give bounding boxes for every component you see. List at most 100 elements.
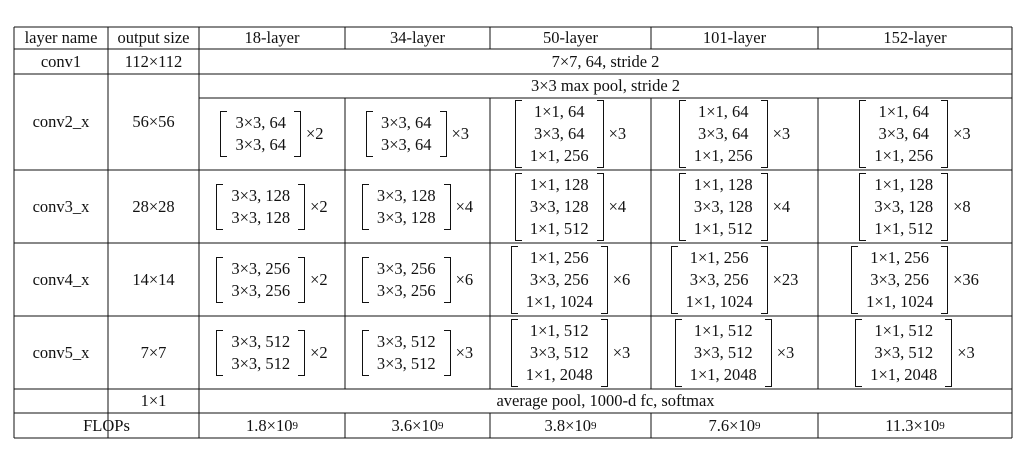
right-bracket bbox=[600, 245, 608, 314]
block-cell: 1×1, 512 3×3, 512 1×1, 2048 ×3 bbox=[490, 316, 651, 389]
block-multiplier: ×3 bbox=[776, 342, 795, 362]
block-matrix: 1×1, 256 3×3, 256 1×1, 1024 bbox=[510, 245, 608, 314]
block-layer: 3×3, 128 bbox=[376, 207, 436, 227]
block-matrix: 1×1, 512 3×3, 512 1×1, 2048 bbox=[674, 318, 772, 387]
block-multiplier: ×36 bbox=[953, 269, 979, 289]
block-layer: 1×1, 1024 bbox=[866, 291, 934, 311]
header-101-layer: 101-layer bbox=[651, 27, 818, 49]
conv1-size-text: 112×112 bbox=[124, 51, 183, 71]
block-layer: 3×3, 512 bbox=[874, 342, 934, 362]
right-bracket bbox=[600, 318, 608, 387]
block-rows: 1×1, 512 3×3, 512 1×1, 2048 bbox=[864, 319, 943, 387]
block-rows: 1×1, 128 3×3, 128 1×1, 512 bbox=[524, 173, 595, 241]
header-50-layer-text: 50-layer bbox=[543, 28, 598, 47]
block-rows: 3×3, 256 3×3, 256 bbox=[225, 257, 296, 303]
left-bracket bbox=[859, 172, 867, 241]
left-bracket bbox=[216, 256, 224, 303]
stage-output-size: 28×28 bbox=[108, 170, 199, 243]
left-bracket bbox=[361, 329, 369, 376]
block-rows: 3×3, 128 3×3, 128 bbox=[225, 184, 296, 230]
block-layer: 1×1, 512 bbox=[529, 320, 589, 340]
stage-name: conv2_x bbox=[14, 74, 108, 170]
final-size-text: 1×1 bbox=[140, 391, 167, 410]
conv1-size: 112×112 bbox=[108, 49, 199, 74]
block-layer: 3×3, 64 bbox=[235, 135, 286, 154]
block-multiplier: ×4 bbox=[455, 196, 474, 216]
block-rows: 3×3, 512 3×3, 512 bbox=[225, 330, 296, 376]
right-bracket bbox=[941, 100, 949, 168]
block-matrix: 1×1, 128 3×3, 128 1×1, 512 bbox=[514, 172, 604, 241]
right-bracket bbox=[760, 100, 768, 168]
block-matrix: 3×3, 128 3×3, 128 bbox=[216, 183, 306, 230]
block-multiplier: ×4 bbox=[608, 196, 627, 216]
block-layer: 3×3, 512 bbox=[376, 331, 436, 351]
right-bracket bbox=[443, 183, 451, 230]
block-layer: 1×1, 256 bbox=[529, 247, 589, 267]
block-multiplier: ×2 bbox=[310, 196, 328, 216]
block-layer: 1×1, 256 bbox=[693, 146, 753, 165]
right-bracket bbox=[596, 172, 604, 241]
block-layer: 3×3, 64 bbox=[697, 124, 749, 143]
flops-mantissa: 11.3×10 bbox=[885, 415, 940, 435]
conv1-name: conv1 bbox=[14, 49, 108, 74]
flops-value: 11.3×10 9 bbox=[885, 415, 945, 435]
block-rows: 3×3, 64 3×3, 64 bbox=[229, 111, 292, 157]
block-matrix: 1×1, 512 3×3, 512 1×1, 2048 bbox=[510, 318, 608, 387]
block-layer: 3×3, 512 bbox=[376, 353, 436, 373]
right-bracket bbox=[439, 111, 447, 157]
block-multiplier: ×3 bbox=[455, 342, 474, 362]
block-multiplier: ×3 bbox=[957, 342, 975, 362]
block-rows: 3×3, 64 3×3, 64 bbox=[375, 111, 438, 157]
block-layer: 3×3, 256 bbox=[231, 258, 291, 278]
block-cell: 1×1, 64 3×3, 64 1×1, 256 ×3 bbox=[651, 98, 818, 170]
right-bracket bbox=[760, 245, 768, 314]
left-bracket bbox=[510, 245, 518, 314]
block-cell: 1×1, 256 3×3, 256 1×1, 1024 ×6 bbox=[490, 243, 651, 316]
stage-name-text: conv2_x bbox=[32, 112, 90, 131]
block-rows: 1×1, 128 3×3, 128 1×1, 512 bbox=[688, 173, 759, 241]
block-layer: 1×1, 256 bbox=[689, 247, 749, 267]
block-cell: 1×1, 128 3×3, 128 1×1, 512 ×4 bbox=[651, 170, 818, 243]
stage-output-size: 14×14 bbox=[108, 243, 199, 316]
right-bracket bbox=[596, 100, 604, 168]
right-bracket bbox=[941, 245, 949, 314]
maxpool-desc-text: 3×3 max pool, stride 2 bbox=[530, 76, 681, 95]
left-bracket bbox=[220, 111, 228, 157]
block-multiplier: ×6 bbox=[612, 269, 631, 289]
block-rows: 1×1, 512 3×3, 512 1×1, 2048 bbox=[684, 319, 763, 387]
stage-output-size: 7×7 bbox=[108, 316, 199, 389]
right-bracket bbox=[443, 256, 451, 303]
block-matrix: 1×1, 512 3×3, 512 1×1, 2048 bbox=[855, 318, 953, 387]
block-layer: 3×3, 512 bbox=[231, 353, 291, 373]
flops-mantissa: 7.6×10 bbox=[708, 415, 755, 435]
block-matrix: 1×1, 64 3×3, 64 1×1, 256 bbox=[859, 100, 949, 168]
flops-value: 1.8×10 9 bbox=[246, 415, 298, 435]
stage-name-text: conv3_x bbox=[32, 196, 90, 216]
block-rows: 1×1, 128 3×3, 128 1×1, 512 bbox=[868, 173, 939, 241]
right-bracket bbox=[764, 318, 772, 387]
block-matrix: 3×3, 512 3×3, 512 bbox=[216, 329, 306, 376]
left-bracket bbox=[859, 100, 867, 168]
block-multiplier: ×23 bbox=[772, 269, 799, 289]
stage-name-text: conv5_x bbox=[32, 342, 90, 362]
block-matrix: 3×3, 512 3×3, 512 bbox=[361, 329, 451, 376]
block-rows: 3×3, 512 3×3, 512 bbox=[371, 330, 442, 376]
final-desc-text: average pool, 1000-d fc, softmax bbox=[496, 391, 715, 410]
block-layer: 3×3, 128 bbox=[376, 185, 436, 205]
header-18-layer: 18-layer bbox=[199, 27, 345, 49]
header-34-layer: 34-layer bbox=[345, 27, 490, 49]
conv1-desc: 7×7, 64, stride 2 bbox=[199, 49, 1012, 74]
stage-name: conv4_x bbox=[14, 243, 108, 316]
block-matrix: 1×1, 128 3×3, 128 1×1, 512 bbox=[859, 172, 949, 241]
flops-mantissa: 3.8×10 bbox=[544, 415, 591, 435]
block-layer: 1×1, 1024 bbox=[525, 291, 593, 311]
block-matrix: 1×1, 128 3×3, 128 1×1, 512 bbox=[678, 172, 768, 241]
block-matrix: 1×1, 64 3×3, 64 1×1, 256 bbox=[514, 100, 604, 168]
flops-mantissa: 3.6×10 bbox=[391, 415, 438, 435]
block-layer: 1×1, 256 bbox=[529, 146, 589, 165]
block-cell: 1×1, 128 3×3, 128 1×1, 512 ×4 bbox=[490, 170, 651, 243]
flops-label-text: FLOPs bbox=[83, 415, 130, 435]
left-bracket bbox=[855, 318, 863, 387]
block-cell: 3×3, 128 3×3, 128 ×2 bbox=[199, 170, 345, 243]
final-name-empty bbox=[14, 389, 108, 413]
